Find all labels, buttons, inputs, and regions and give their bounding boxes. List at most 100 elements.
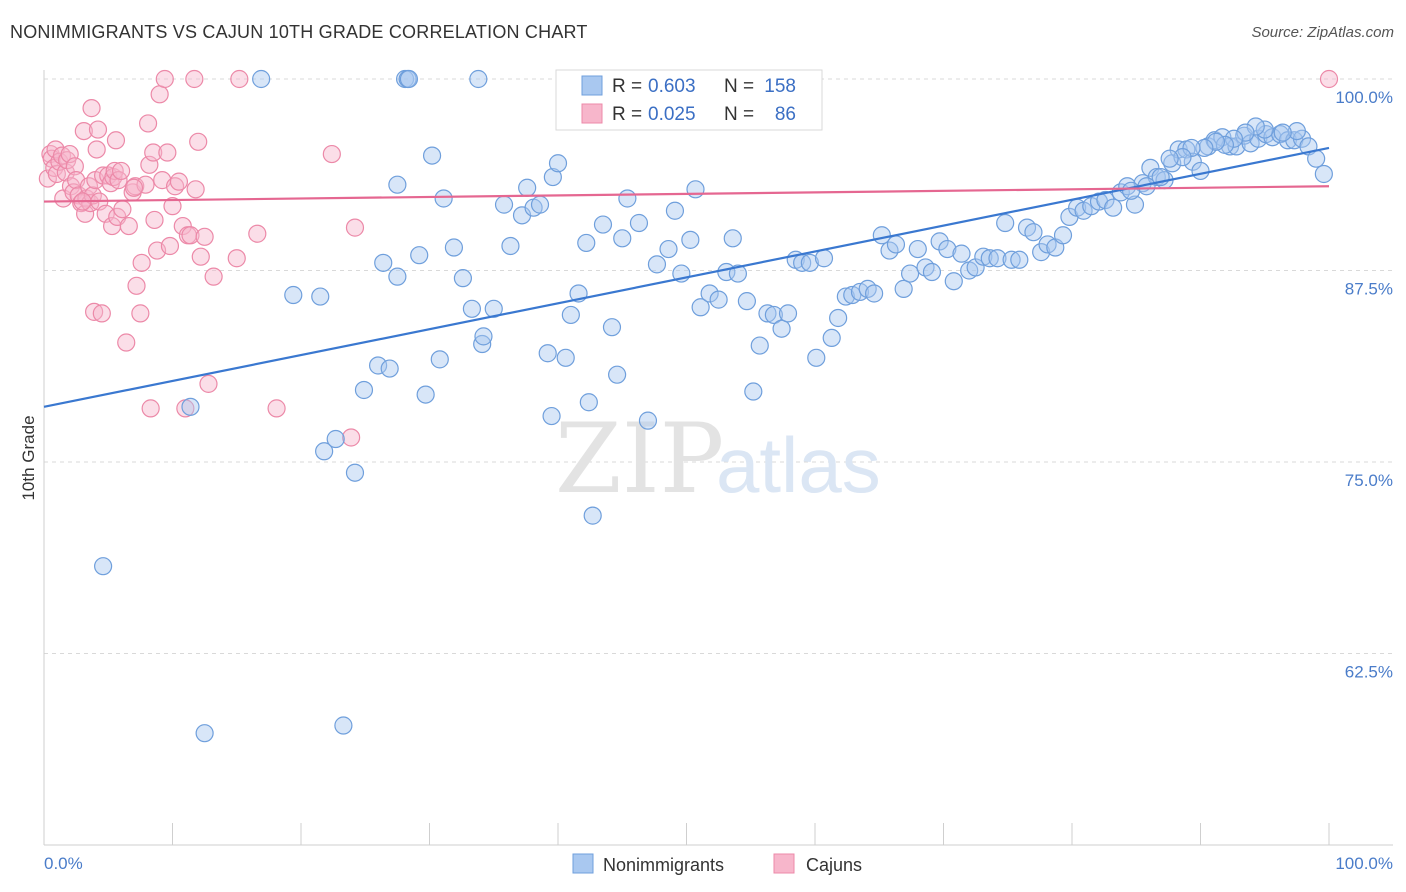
nonimmigrants-points xyxy=(94,69,1333,743)
cajuns-point-52 xyxy=(141,399,160,418)
nonimmigrants-point-116 xyxy=(1096,190,1115,210)
nonimmigrants-point-10 xyxy=(354,380,374,400)
cajuns-point-58 xyxy=(155,69,174,89)
nonimmigrants-point-38 xyxy=(543,167,562,187)
nonimmigrants-point-1 xyxy=(181,397,200,416)
y-tick-label-2: 87.5% xyxy=(1345,280,1393,299)
cajuns-point-75 xyxy=(227,249,246,268)
cajuns-point-14 xyxy=(65,157,84,176)
nonimmigrants-point-71 xyxy=(772,319,791,338)
nonimmigrants-point-77 xyxy=(814,249,834,268)
cajuns-point-43 xyxy=(119,216,138,236)
nonimmigrants-point-91 xyxy=(916,258,935,277)
cajuns-point-78 xyxy=(267,399,286,418)
nonimmigrants-point-5 xyxy=(311,287,330,306)
cajuns-point-67 xyxy=(181,226,200,245)
nonimmigrants-point-68 xyxy=(750,336,769,355)
legend-n-label-2: N = xyxy=(724,104,754,125)
cajuns-point-27 xyxy=(87,140,106,159)
cajuns-points xyxy=(38,69,1339,447)
bottom-legend: Nonimmigrants Cajuns xyxy=(572,853,862,875)
nonimmigrants-point-95 xyxy=(944,272,963,291)
nonimmigrants-point-67 xyxy=(744,382,763,401)
nonimmigrants-point-0 xyxy=(94,557,113,576)
cajuns-point-41 xyxy=(113,200,132,219)
cajuns-point-42 xyxy=(117,333,136,352)
nonimmigrants-point-27 xyxy=(469,69,488,89)
nonimmigrants-trend-line xyxy=(43,146,1330,408)
cajuns-point-48 xyxy=(132,253,151,272)
cajuns-point-38 xyxy=(106,131,126,150)
nonimmigrants-point-104 xyxy=(1010,250,1029,269)
nonimmigrants-point-21 xyxy=(422,146,442,165)
nonimmigrants-point-19 xyxy=(410,246,429,265)
cajuns-point-70 xyxy=(189,132,208,151)
cajuns-point-59 xyxy=(158,143,177,162)
nonimmigrants-point-55 xyxy=(659,239,678,259)
nonimmigrants-point-152 xyxy=(1224,129,1244,148)
watermark: ZIP atlas xyxy=(555,403,881,515)
cajuns-point-56 xyxy=(150,85,169,104)
nonimmigrants-point-32 xyxy=(501,236,520,256)
cajuns-point-53 xyxy=(144,143,163,162)
nonimmigrants-point-76 xyxy=(807,348,826,367)
legend-r-label-2: R = xyxy=(612,104,642,125)
nonimmigrants-point-31 xyxy=(494,195,514,214)
nonimmigrants-point-49 xyxy=(608,365,627,384)
nonimmigrants-point-26 xyxy=(462,299,482,318)
nonimmigrants-point-14 xyxy=(388,267,407,286)
cajuns-point-18 xyxy=(74,121,93,141)
nonimmigrants-point-64 xyxy=(723,229,742,248)
nonimmigrants-point-61 xyxy=(700,284,719,303)
nonimmigrants-point-53 xyxy=(638,411,658,430)
cajuns-point-46 xyxy=(127,276,146,295)
nonimmigrants-point-100 xyxy=(980,249,999,268)
nonimmigrants-point-58 xyxy=(681,230,700,249)
legend-swatch-nonimmigrants xyxy=(581,75,603,96)
cajuns-point-61 xyxy=(163,197,182,216)
x-axis-ticks xyxy=(43,823,1330,845)
nonimmigrants-point-99 xyxy=(974,247,993,266)
nonimmigrants-point-8 xyxy=(334,716,353,735)
nonimmigrants-point-20 xyxy=(416,385,435,404)
nonimmigrants-point-6 xyxy=(315,442,334,461)
y-tick-label-1: 75.0% xyxy=(1345,471,1393,490)
nonimmigrants-point-92 xyxy=(922,262,942,282)
cajuns-point-37 xyxy=(105,161,124,181)
nonimmigrants-point-83 xyxy=(858,279,877,298)
cajuns-point-63 xyxy=(169,172,189,191)
cajuns-point-47 xyxy=(131,304,150,323)
nonimmigrants-point-2 xyxy=(195,724,214,743)
nonimmigrants-point-41 xyxy=(556,348,575,367)
nonimmigrants-point-56 xyxy=(665,201,685,220)
x-tick-label-max: 100.0% xyxy=(1335,854,1393,873)
nonimmigrants-point-150 xyxy=(1246,117,1265,136)
nonimmigrants-point-12 xyxy=(374,253,393,272)
nonimmigrants-point-39 xyxy=(542,406,561,426)
legend-r-value-2: 0.025 xyxy=(648,104,696,125)
source-label: Source: ZipAtlas.com xyxy=(1251,24,1394,41)
cajuns-point-71 xyxy=(191,247,210,266)
nonimmigrants-point-79 xyxy=(829,308,848,328)
cajuns-point-79 xyxy=(322,144,341,164)
nonimmigrants-point-48 xyxy=(602,318,622,337)
nonimmigrants-point-94 xyxy=(938,239,957,259)
nonimmigrants-point-4 xyxy=(284,285,303,305)
nonimmigrants-point-28 xyxy=(473,334,492,354)
nonimmigrants-point-146 xyxy=(1314,164,1333,184)
nonimmigrants-point-88 xyxy=(894,279,913,298)
nonimmigrants-point-36 xyxy=(530,195,550,214)
nonimmigrants-point-37 xyxy=(538,344,557,363)
y-tick-label-0: 62.5% xyxy=(1345,663,1393,682)
nonimmigrants-point-117 xyxy=(1104,198,1123,217)
x-tick-label-min: 0.0% xyxy=(44,854,83,873)
nonimmigrants-point-54 xyxy=(647,255,667,274)
nonimmigrants-point-158 xyxy=(1160,149,1179,168)
nonimmigrants-point-51 xyxy=(618,189,637,208)
nonimmigrants-point-110 xyxy=(1053,226,1073,245)
cajuns-point-72 xyxy=(195,227,214,246)
cajuns-point-49 xyxy=(136,175,155,194)
cajuns-point-25 xyxy=(85,302,104,321)
nonimmigrants-point-89 xyxy=(900,264,920,283)
